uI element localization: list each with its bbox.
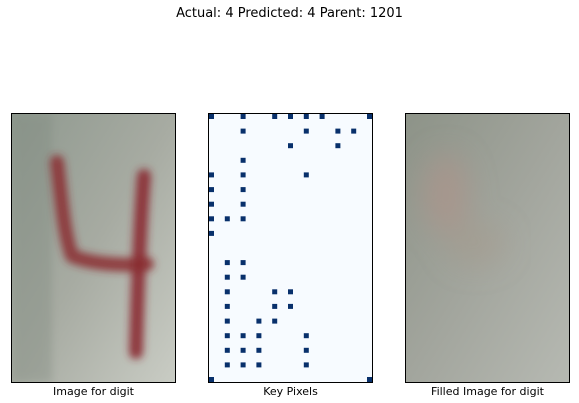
- key-pixel: [224, 333, 230, 339]
- key-pixel: [272, 318, 278, 324]
- handwritten-digit-image: [12, 114, 175, 382]
- key-pixel: [303, 128, 309, 134]
- parent-label: Parent:: [319, 6, 366, 21]
- key-pixel: [272, 114, 278, 119]
- key-pixel: [224, 362, 230, 368]
- key-pixel: [224, 289, 230, 295]
- key-pixel: [303, 172, 309, 178]
- actual-value: 4: [225, 6, 234, 21]
- digit-image-caption: Image for digit: [53, 385, 134, 398]
- key-pixel: [224, 216, 230, 222]
- key-pixel: [288, 114, 293, 119]
- parent-value: 1201: [369, 6, 403, 21]
- key-pixel: [224, 274, 230, 280]
- figure-title: Actual: 4 Predicted: 4 Parent: 1201: [0, 6, 579, 21]
- key-pixel: [209, 230, 214, 236]
- key-pixel: [240, 333, 246, 339]
- key-pixel: [351, 128, 357, 134]
- key-pixel: [303, 362, 309, 368]
- predicted-value: 4: [307, 6, 316, 21]
- key-pixel: [209, 377, 214, 382]
- key-pixel: [240, 187, 246, 193]
- key-pixel: [240, 201, 246, 207]
- key-pixel: [240, 260, 246, 266]
- key-pixel: [367, 377, 372, 382]
- key-pixel: [272, 289, 278, 295]
- key-pixel: [240, 216, 246, 222]
- key-pixel: [240, 114, 246, 119]
- key-pixel: [319, 114, 325, 119]
- key-pixel: [224, 318, 230, 324]
- key-pixel: [209, 216, 214, 222]
- key-pixel: [209, 201, 214, 207]
- key-pixel: [303, 347, 309, 353]
- key-pixel: [240, 362, 246, 368]
- key-pixel: [240, 157, 246, 163]
- key-pixel: [335, 128, 341, 134]
- key-pixel: [303, 333, 309, 339]
- filled-image-panel: [405, 113, 570, 383]
- key-pixel: [335, 143, 341, 149]
- key-pixel: [256, 362, 262, 368]
- key-pixel: [288, 143, 293, 149]
- filled-image-caption: Filled Image for digit: [431, 385, 544, 398]
- key-pixel: [224, 260, 230, 266]
- key-pixel: [367, 114, 372, 119]
- key-pixels-panel: [208, 113, 373, 383]
- key-pixel: [272, 303, 278, 309]
- key-pixel: [209, 172, 214, 178]
- key-pixel: [240, 128, 246, 134]
- key-pixel: [256, 318, 262, 324]
- key-pixel: [256, 347, 262, 353]
- key-pixel: [224, 303, 230, 309]
- key-pixel: [288, 303, 293, 309]
- blurred-filled-image: [406, 114, 569, 382]
- predicted-label: Predicted:: [237, 6, 304, 21]
- key-pixel: [240, 347, 246, 353]
- key-pixel: [224, 347, 230, 353]
- key-pixels-caption: Key Pixels: [263, 385, 318, 398]
- digit-image-panel: [11, 113, 176, 383]
- key-pixel: [209, 114, 214, 119]
- key-pixel-grid: [209, 114, 372, 382]
- key-pixel: [303, 114, 309, 119]
- actual-label: Actual:: [176, 6, 222, 21]
- key-pixel: [209, 187, 214, 193]
- key-pixel: [240, 274, 246, 280]
- key-pixel: [240, 172, 246, 178]
- key-pixel: [288, 289, 293, 295]
- key-pixel: [256, 333, 262, 339]
